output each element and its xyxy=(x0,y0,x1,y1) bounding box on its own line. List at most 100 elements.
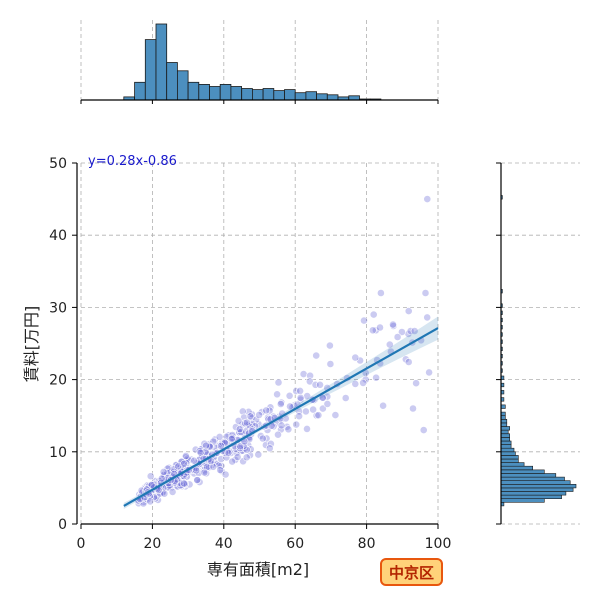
scatter-point xyxy=(292,420,301,429)
x-hist-bar xyxy=(241,88,253,101)
y-hist-bar xyxy=(500,415,506,420)
ward-badge-label: 中京区 xyxy=(389,564,434,582)
scatter-point xyxy=(311,380,320,389)
scatter-point xyxy=(234,416,243,425)
y-hist-bar xyxy=(500,455,519,460)
scatter-point xyxy=(393,333,402,341)
scatter-point xyxy=(401,355,410,364)
scatter-point xyxy=(296,386,304,395)
scatter-point xyxy=(368,326,377,335)
scatter-point xyxy=(276,400,285,408)
scatter-point xyxy=(192,466,201,475)
scatter-point xyxy=(242,418,251,427)
scatter-point xyxy=(325,341,334,350)
x-hist-bar xyxy=(155,23,168,101)
x-hist-bar xyxy=(294,92,307,101)
scatter-point xyxy=(242,453,251,462)
x-hist-bar xyxy=(209,86,221,101)
x-tick-label: 20 xyxy=(143,536,161,552)
scatter-point xyxy=(306,371,314,380)
scatter-point xyxy=(274,378,283,387)
x-hist-bar xyxy=(305,91,317,101)
scatter-point xyxy=(372,373,380,382)
scatter-point xyxy=(235,425,244,434)
y-hist-bar xyxy=(500,480,571,485)
scatter-point xyxy=(296,393,305,402)
scatter-point xyxy=(371,326,380,335)
scatter-point xyxy=(227,435,236,443)
scatter-point xyxy=(274,430,282,439)
scatter-point xyxy=(425,368,433,377)
scatter-point xyxy=(246,412,255,421)
scatter-point xyxy=(238,407,247,416)
scatter-point xyxy=(316,380,324,389)
axes: 0 20 40 60 80 100 0 10 20 30 40 50 xyxy=(49,99,502,552)
scatter-point xyxy=(376,323,384,332)
scatter-point xyxy=(168,487,177,496)
x-hist-bar xyxy=(348,95,360,101)
regression-group xyxy=(123,316,439,509)
scatter-point xyxy=(265,444,274,453)
scatter-point xyxy=(351,379,360,388)
scatter-point xyxy=(376,289,385,297)
scatter-point xyxy=(258,434,267,443)
scatter-point xyxy=(206,443,215,451)
x-marginal-histogram xyxy=(123,23,382,101)
scatter-point xyxy=(397,328,406,336)
x-tick-label: 40 xyxy=(215,536,233,552)
y-hist-bar xyxy=(500,465,534,471)
y-hist-bar xyxy=(500,411,506,417)
y-tick-label: 0 xyxy=(58,517,67,533)
scatter-point xyxy=(286,402,294,411)
scatter-point xyxy=(303,424,311,433)
scatter-point xyxy=(147,480,156,489)
scatter-point xyxy=(359,378,367,387)
scatter-point xyxy=(233,453,242,461)
y-hist-bar xyxy=(500,437,510,442)
scatter-points xyxy=(134,195,433,508)
scatter-point xyxy=(228,457,237,466)
scatter-point xyxy=(389,320,397,329)
scatter-point xyxy=(190,456,198,465)
x-hist-bar xyxy=(230,86,242,101)
y-hist-bar xyxy=(500,491,567,496)
scatter-point xyxy=(318,404,327,413)
scatter-point xyxy=(385,340,394,349)
scatter-point xyxy=(406,327,415,335)
scatter-point xyxy=(244,407,253,416)
scatter-point xyxy=(369,310,378,319)
scatter-point xyxy=(351,353,360,362)
y-hist-bar xyxy=(500,458,519,463)
x-hist-bar xyxy=(262,88,275,101)
y-hist-bar xyxy=(500,476,565,482)
y-axis-title: 賃料[万円] xyxy=(22,306,41,383)
scatter-point xyxy=(404,307,413,315)
scatter-point xyxy=(257,408,266,416)
scatter-point xyxy=(409,404,417,413)
y-hist-bar xyxy=(500,426,510,431)
scatter-point xyxy=(404,358,413,366)
scatter-point xyxy=(285,391,294,400)
y-hist-bar xyxy=(500,451,516,456)
y-hist-bar xyxy=(500,494,562,500)
scatter-point xyxy=(222,453,231,462)
y-tick-label: 10 xyxy=(49,445,67,461)
scatter-point xyxy=(412,379,420,388)
y-hist-bar xyxy=(500,473,557,478)
y-hist-bar xyxy=(500,429,509,435)
regression-line xyxy=(123,327,439,507)
scatter-point xyxy=(309,405,317,414)
scatter-point xyxy=(305,377,314,386)
x-hist-bar xyxy=(316,93,328,101)
scatter-point xyxy=(157,474,166,483)
y-hist-bar xyxy=(500,440,512,445)
x-hist-bar xyxy=(144,39,157,101)
scatter-point xyxy=(423,195,432,203)
x-tick-label: 0 xyxy=(77,536,86,552)
scatter-point xyxy=(224,448,233,457)
scatter-point xyxy=(356,356,364,365)
scatter-point xyxy=(221,470,230,479)
scatter-point xyxy=(254,450,263,459)
x-hist-bar xyxy=(166,62,178,101)
